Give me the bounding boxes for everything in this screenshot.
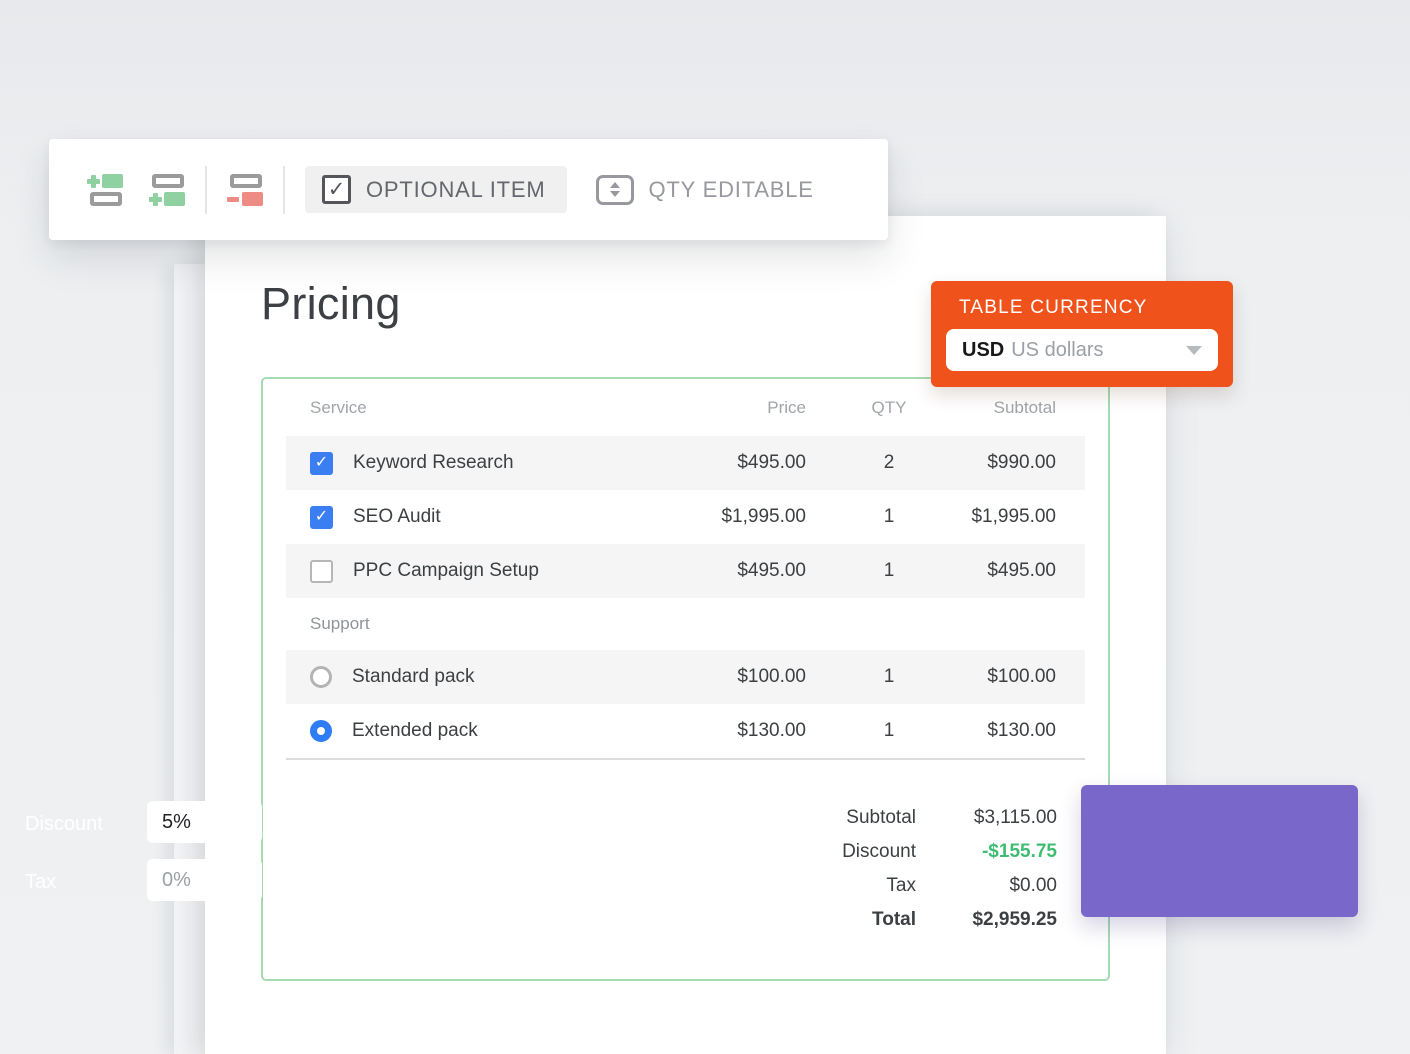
add-row-below-button[interactable] [149, 173, 185, 206]
row-optional-checkbox[interactable]: ✓ [310, 559, 333, 583]
currency-select[interactable]: USD US dollars [946, 329, 1218, 371]
currency-name: US dollars [1011, 338, 1104, 361]
service-name: PPC Campaign Setup [353, 560, 539, 581]
add-row-above-button[interactable] [87, 173, 123, 206]
checkmark-icon: ✓ [314, 454, 329, 471]
arrow-down-icon [609, 191, 620, 197]
divider [286, 758, 1085, 760]
service-name: Standard pack [352, 666, 475, 687]
table-header-row: Service Price QTY Subtotal [286, 379, 1085, 436]
pricing-table: Service Price QTY Subtotal ✓ Keyword Res… [261, 377, 1110, 981]
qty-cell: 1 [883, 506, 895, 527]
option-radio[interactable] [310, 720, 332, 742]
service-name: Extended pack [352, 720, 478, 741]
qty-cell: 1 [883, 560, 895, 581]
service-name: Keyword Research [353, 452, 514, 473]
row-optional-checkbox[interactable]: ✓ [310, 451, 333, 475]
chevron-down-icon [1186, 345, 1202, 355]
toolbar-divider [205, 165, 207, 214]
arrow-up-icon [609, 182, 620, 188]
subtotal-cell: $990.00 [987, 452, 1056, 473]
row-optional-checkbox[interactable]: ✓ [310, 505, 333, 529]
table-row: Standard pack $100.00 1 $100.00 [286, 650, 1085, 704]
qty-cell: 2 [883, 452, 895, 473]
table-row: ✓ SEO Audit $1,995.00 1 $1,995.00 [286, 490, 1085, 544]
price-cell: $100.00 [737, 666, 806, 687]
column-header-price: Price [767, 397, 806, 417]
page-title: Pricing [261, 278, 401, 329]
subtotal-cell: $495.00 [987, 560, 1056, 581]
minus-icon [227, 196, 239, 202]
price-cell: $495.00 [737, 560, 806, 581]
price-cell: $495.00 [737, 452, 806, 473]
qty-cell: 1 [883, 720, 895, 741]
discount-label: Discount [25, 813, 103, 835]
currency-code: USD [962, 338, 1005, 361]
checkmark-icon: ✓ [314, 508, 329, 525]
checkbox-icon: ✓ [322, 175, 351, 204]
checkmark-icon: ✓ [327, 178, 346, 201]
row-icon [230, 173, 262, 188]
subtotal-cell: $1,995.00 [971, 506, 1056, 527]
subtotal-row: Subtotal $3,115.00 [846, 807, 1057, 828]
table-currency-panel: TABLE CURRENCY USD US dollars [931, 281, 1233, 387]
total-row: Total $2,959.25 [872, 909, 1057, 930]
tax-label: Tax [25, 871, 57, 893]
row-icon [102, 173, 123, 188]
price-cell: $1,995.00 [721, 506, 806, 527]
qty-editable-toggle-button[interactable]: QTY EDITABLE [595, 174, 814, 205]
price-cell: $130.00 [737, 720, 806, 741]
qty-cell: 1 [883, 666, 895, 687]
column-header-service: Service [310, 397, 367, 417]
radio-dot-icon [317, 727, 325, 735]
subtotal-cell: $130.00 [987, 720, 1056, 741]
table-toolbar: ✓ OPTIONAL ITEM QTY EDITABLE [49, 139, 888, 240]
column-header-subtotal: Subtotal [993, 397, 1056, 417]
service-name: SEO Audit [353, 506, 441, 527]
discount-tax-panel [1081, 785, 1358, 917]
optional-item-toggle-button[interactable]: ✓ OPTIONAL ITEM [305, 166, 567, 213]
subtotal-cell: $100.00 [987, 666, 1056, 687]
section-label: Support [310, 614, 370, 633]
table-row: ✓ PPC Campaign Setup $495.00 1 $495.00 [286, 544, 1085, 598]
qty-editable-label: QTY EDITABLE [648, 176, 814, 202]
column-header-qty: QTY [871, 397, 907, 417]
row-icon [164, 191, 185, 206]
option-radio[interactable] [310, 666, 332, 688]
row-icon [90, 191, 122, 206]
row-icon [242, 191, 263, 206]
table-row: ✓ Keyword Research $495.00 2 $990.00 [286, 436, 1085, 490]
plus-icon [149, 192, 162, 206]
toolbar-divider [283, 165, 285, 214]
plus-icon [87, 174, 100, 188]
table-row: Extended pack $130.00 1 $130.00 [286, 704, 1085, 758]
qty-stepper-icon [595, 174, 634, 205]
totals-section: Subtotal $3,115.00 Discount -$155.75 Tax… [263, 801, 1108, 937]
discount-input[interactable] [147, 801, 262, 843]
optional-item-label: OPTIONAL ITEM [366, 176, 546, 202]
discount-row: Discount -$155.75 [842, 841, 1057, 862]
tax-input[interactable] [147, 859, 262, 901]
currency-panel-title: TABLE CURRENCY [959, 297, 1148, 318]
tax-row: Tax $0.00 [886, 875, 1057, 896]
delete-row-button[interactable] [227, 173, 263, 206]
row-icon [152, 173, 184, 188]
